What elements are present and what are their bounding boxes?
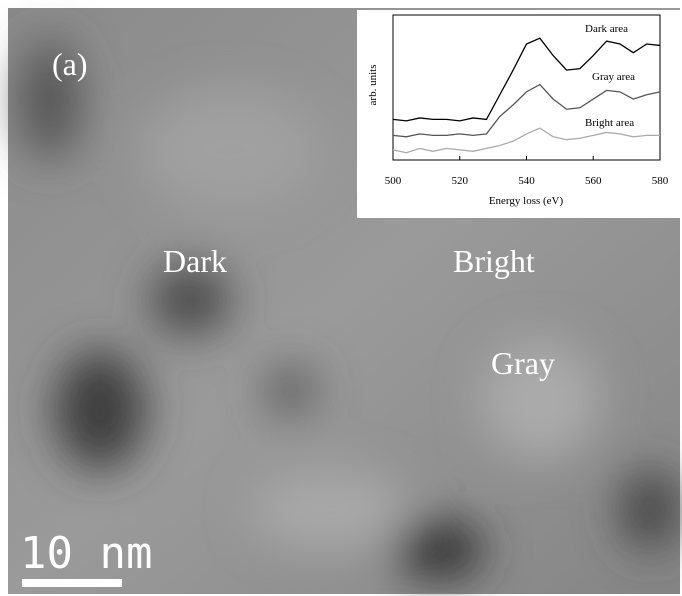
series-label: Bright area: [585, 117, 634, 129]
figure: (a) Dark Bright Gray 10 nm Energy loss (…: [0, 0, 682, 596]
x-tick-label: 560: [585, 175, 602, 187]
region-label: Gray: [491, 345, 555, 381]
scale-bar: [22, 579, 122, 587]
series-label: Dark area: [585, 23, 628, 35]
x-axis-label: Energy loss (eV): [489, 195, 564, 207]
x-tick-label: 540: [518, 175, 535, 187]
x-tick-label: 500: [385, 175, 402, 187]
x-tick-label: 520: [452, 175, 469, 187]
region-label: Bright: [453, 243, 535, 279]
series-label: Gray area: [592, 71, 635, 83]
region-label: Dark: [163, 243, 227, 279]
panel-label: (a): [52, 46, 88, 82]
scale-bar-label: 10 nm: [20, 528, 152, 579]
y-axis-label: arb. units: [367, 65, 379, 106]
x-tick-label: 580: [652, 175, 669, 187]
